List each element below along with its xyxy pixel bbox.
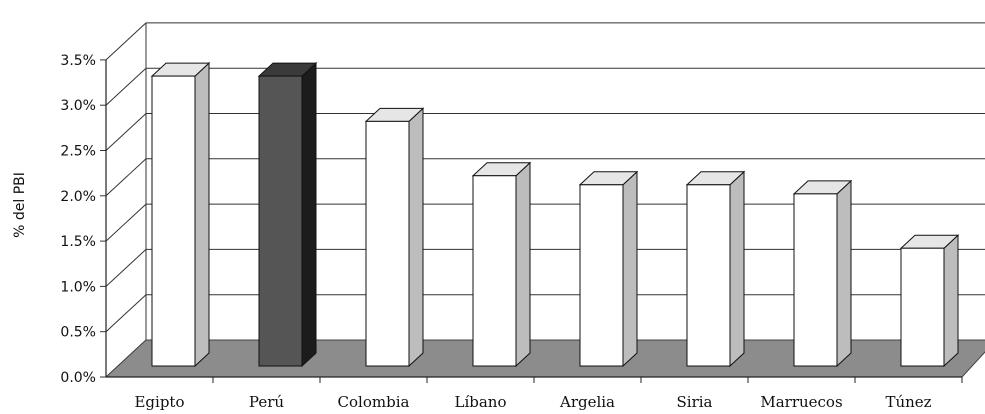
bar-front [686,184,731,367]
bar [257,61,318,368]
gridline-depth [105,113,147,151]
x-tick-label: Líbano [455,393,507,411]
bar [471,161,532,368]
y-tick-label: 1.5% [60,234,96,250]
bar-side [408,107,424,368]
y-tick-label: 2.0% [60,189,96,205]
y-axis-label: % del PBI [12,172,28,238]
chart-axes [100,59,963,383]
chart-bars [150,61,960,368]
gridline-depth [105,203,147,242]
x-tick-label: Túnez [885,393,931,411]
bar-front [258,75,303,367]
bar-front [151,75,196,367]
gridline-depth [105,249,147,287]
bar [150,61,211,368]
bar-side [515,161,531,368]
gridline-depth [105,294,147,333]
y-tick-label: 0.0% [60,370,96,386]
bar-side [836,179,852,368]
y-tick-label: 2.5% [60,144,96,160]
bar-side [943,234,959,368]
y-tick-label: 1.0% [60,279,96,295]
x-tick-label: Perú [249,393,284,411]
bar-side [622,170,638,368]
x-tick-label: Argelia [559,393,615,411]
gridline-depth [105,22,147,61]
bar-side [194,61,210,368]
bar [578,170,639,368]
chart-floor [104,339,985,378]
x-tick-label: Marruecos [760,393,842,411]
x-tick-label: Siria [677,393,713,411]
bar-front [365,120,410,367]
gridline-depth [105,158,147,197]
chart-floor-plane [104,339,985,378]
bar-front [793,193,838,367]
chart-grid [105,22,985,378]
bar [899,234,960,368]
y-tick-label: 3.0% [60,98,96,114]
x-tick-label: Colombia [338,393,410,411]
x-tick-label: Egipto [134,393,184,411]
bar [792,179,853,368]
bar-side [729,170,745,368]
y-tick-label: 3.5% [60,53,96,69]
bar [685,170,746,368]
chart-labels: 0.0% 0.5% 1.0% 1.5% 2.0% 2.5% 3.0% 3.5% Egipto Pe… [60,53,931,411]
y-tick-label: 0.5% [60,325,96,341]
bar-front [900,247,945,367]
bar-front [579,184,624,367]
bar [364,107,425,368]
bar-front [472,175,517,367]
gridline-depth [105,67,147,106]
bar-side [301,61,317,368]
